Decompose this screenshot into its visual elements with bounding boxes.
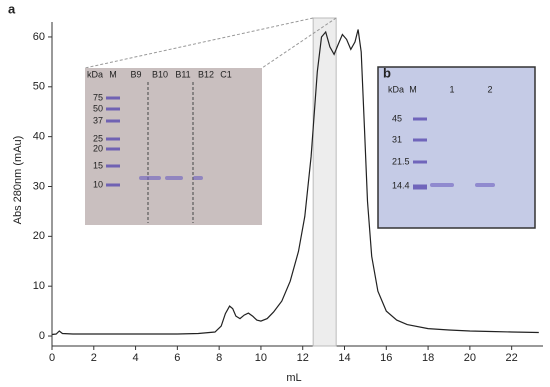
connector	[84, 17, 314, 69]
sample-band	[430, 183, 454, 187]
y-tick-label: 60	[33, 31, 45, 43]
marker-label: 14.4	[392, 180, 410, 190]
marker-label: 21.5	[392, 156, 410, 166]
marker-label: 37	[93, 115, 103, 125]
ladder-band	[106, 96, 120, 100]
x-tick-label: 20	[464, 352, 476, 364]
panel-label: a	[8, 1, 16, 16]
ladder-band	[106, 183, 120, 187]
lane-label: B11	[175, 69, 190, 79]
lane-label: B9	[130, 69, 141, 79]
y-tick-label: 0	[39, 330, 45, 342]
lane-label: C1	[220, 69, 232, 79]
marker-label: 50	[93, 103, 103, 113]
y-axis-label: Abs 280nm (mAu)	[12, 136, 24, 225]
lane-label: 2	[487, 84, 492, 94]
ladder-band	[413, 138, 427, 142]
sample-band	[475, 183, 495, 187]
marker-label: 10	[93, 179, 103, 189]
ladder-band	[106, 147, 120, 151]
x-tick-label: 10	[255, 352, 267, 364]
marker-label: 15	[93, 160, 103, 170]
ladder-band	[106, 107, 120, 111]
x-tick-label: 16	[380, 352, 392, 364]
chromatogram-line	[51, 29, 539, 336]
lane-label: M	[409, 84, 417, 94]
x-tick-label: 6	[174, 352, 180, 364]
marker-label: 31	[392, 134, 402, 144]
lane-label: kDa	[388, 84, 404, 94]
sample-band	[193, 176, 203, 180]
marker-label: 25	[93, 133, 103, 143]
x-tick-label: 12	[297, 352, 309, 364]
marker-label: 45	[392, 113, 402, 123]
lane-label: B10	[152, 69, 168, 79]
lane-label: kDa	[87, 69, 103, 79]
lane-label: M	[109, 69, 117, 79]
x-tick-label: 18	[422, 352, 434, 364]
marker-label: 75	[93, 92, 103, 102]
y-tick-label: 30	[33, 180, 45, 192]
x-tick-label: 0	[49, 352, 55, 364]
x-tick-label: 4	[133, 352, 139, 364]
gel-image	[377, 66, 536, 229]
highlight-region	[312, 17, 337, 347]
y-tick-label: 20	[33, 230, 45, 242]
gel-image	[85, 68, 262, 225]
ladder-band	[106, 119, 120, 123]
y-tick-label: 40	[33, 131, 45, 143]
y-tick-label: 50	[33, 81, 45, 93]
lane-label: B12	[198, 69, 214, 79]
x-tick-label: 2	[91, 352, 97, 364]
ladder-band	[413, 160, 427, 164]
sample-band	[139, 176, 161, 180]
x-tick-label: 14	[338, 352, 350, 364]
sample-band	[165, 176, 183, 180]
ladder-band	[106, 137, 120, 141]
panel-label: b	[383, 65, 391, 80]
x-tick-label: 8	[216, 352, 222, 364]
ladder-band	[106, 164, 120, 168]
ladder-band	[413, 117, 427, 121]
lane-label: 1	[449, 84, 454, 94]
ladder-band	[413, 184, 427, 190]
y-tick-label: 10	[33, 280, 45, 292]
x-tick-label: 22	[506, 352, 518, 364]
marker-label: 20	[93, 143, 103, 153]
x-axis-label: mL	[286, 372, 301, 384]
